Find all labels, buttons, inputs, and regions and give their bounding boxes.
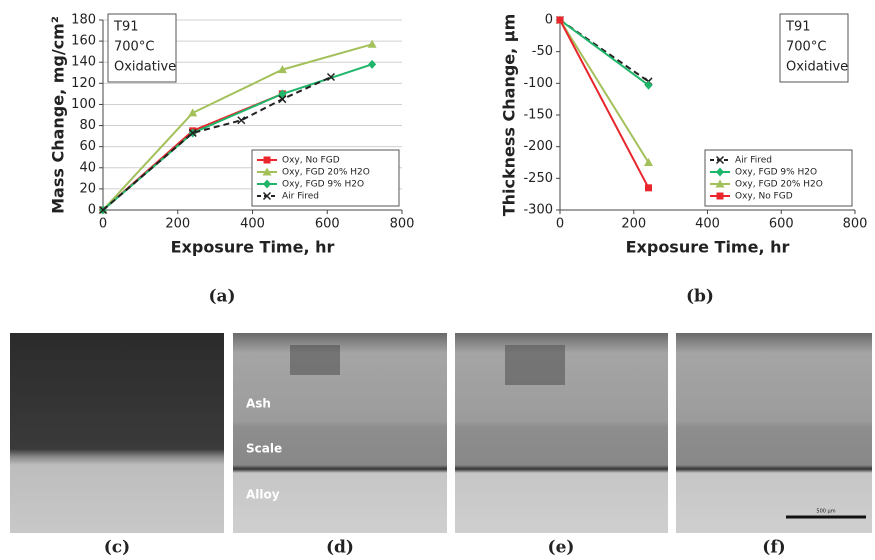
annotation: T91 xyxy=(113,20,138,35)
marker xyxy=(278,95,287,104)
x-tick-label: 0 xyxy=(556,217,564,232)
legend-label: Oxy, No FGD xyxy=(282,156,340,166)
x-tick-label: 600 xyxy=(769,217,794,232)
x-tick-label: 800 xyxy=(390,217,415,232)
legend-marker xyxy=(715,179,725,188)
series-line xyxy=(559,19,650,164)
x-tick-label: 200 xyxy=(165,217,190,232)
annotation-box xyxy=(107,13,177,83)
x-tick-label: 800 xyxy=(843,217,868,232)
annotation: 700°C xyxy=(786,40,826,55)
marker xyxy=(644,158,653,166)
x-axis-label: Exposure Time, hr xyxy=(626,238,790,257)
x-tick-label: 400 xyxy=(240,217,265,232)
marker xyxy=(644,80,653,90)
y-tick-label: 60 xyxy=(79,139,96,154)
x-tick-label: 600 xyxy=(315,217,340,232)
panel-label: (f) xyxy=(762,538,785,558)
marker xyxy=(277,65,287,74)
x-tick-label: 200 xyxy=(621,217,646,232)
micrograph-c xyxy=(10,333,224,533)
marker xyxy=(237,116,246,125)
annotation: Oxidative xyxy=(114,60,176,75)
panel-label: (b) xyxy=(686,287,714,307)
legend-marker xyxy=(716,192,724,200)
x-tick-label: 400 xyxy=(695,217,720,232)
annotation-box xyxy=(779,13,849,83)
x-axis-label: Exposure Time, hr xyxy=(171,238,335,257)
y-tick-label: -300 xyxy=(523,203,553,218)
marker xyxy=(368,59,377,69)
micrographs: Ash Scale Alloy 500 µm xyxy=(10,333,872,533)
micrograph-f xyxy=(676,333,872,533)
scale-label: Scale xyxy=(246,442,282,456)
legend-marker xyxy=(263,156,271,164)
y-axis-label: Mass Change, mg/cm² xyxy=(49,16,68,214)
marker xyxy=(188,108,198,117)
series-line xyxy=(102,76,332,211)
y-tick-label: 140 xyxy=(71,55,96,70)
ash-label: Ash xyxy=(246,397,271,411)
annotation: T91 xyxy=(785,20,810,35)
panel-label: (a) xyxy=(208,287,235,307)
legend-marker xyxy=(715,155,725,165)
series-line xyxy=(559,19,650,83)
alloy-label: Alloy xyxy=(246,488,280,502)
legend-label: Oxy, FGD 20% H2O xyxy=(735,180,823,190)
y-tick-label: 0 xyxy=(545,13,553,28)
y-tick-label: 180 xyxy=(71,13,96,28)
series-line xyxy=(559,19,650,87)
panel-label: (c) xyxy=(104,538,130,558)
legend-label: Air Fired xyxy=(735,156,772,166)
marker xyxy=(556,16,564,24)
legend-label: Oxy, FGD 9% H2O xyxy=(735,168,817,178)
series-line xyxy=(102,43,373,211)
series-line xyxy=(559,19,650,189)
ash-particle xyxy=(290,345,340,375)
y-tick-label: 120 xyxy=(71,76,96,91)
y-tick-label: 40 xyxy=(79,160,96,175)
legend-marker xyxy=(263,179,271,189)
y-tick-label: -50 xyxy=(532,44,553,59)
legend-label: Oxy, FGD 9% H2O xyxy=(282,180,364,190)
x-tick-label: 0 xyxy=(99,217,107,232)
legend-marker xyxy=(262,167,272,176)
ash-particle xyxy=(505,345,565,385)
y-axis-label: Thickness Change, µm xyxy=(500,14,519,217)
panel-label: (e) xyxy=(548,538,575,558)
legend-label: Oxy, FGD 20% H2O xyxy=(282,168,370,178)
y-tick-label: -100 xyxy=(523,76,553,91)
y-tick-label: -150 xyxy=(523,108,553,123)
annotation: 700°C xyxy=(114,40,154,55)
legend-marker xyxy=(262,191,272,201)
panel-label: (d) xyxy=(326,538,354,558)
y-tick-label: -200 xyxy=(523,139,553,154)
y-tick-label: 100 xyxy=(71,97,96,112)
y-tick-label: -250 xyxy=(523,171,553,186)
marker xyxy=(326,72,336,82)
marker xyxy=(98,205,108,215)
legend-label: Oxy, No FGD xyxy=(735,192,793,202)
legend-label: Air Fired xyxy=(282,192,319,202)
y-tick-label: 80 xyxy=(79,118,96,133)
y-tick-label: 0 xyxy=(88,203,96,218)
scale-bar-label: 500 µm xyxy=(816,509,835,515)
legend-marker xyxy=(716,167,724,177)
marker xyxy=(645,184,652,192)
y-tick-label: 160 xyxy=(71,34,96,49)
annotation: Oxidative xyxy=(786,60,848,75)
marker xyxy=(188,128,197,137)
marker xyxy=(367,39,377,48)
y-tick-label: 20 xyxy=(79,181,96,196)
